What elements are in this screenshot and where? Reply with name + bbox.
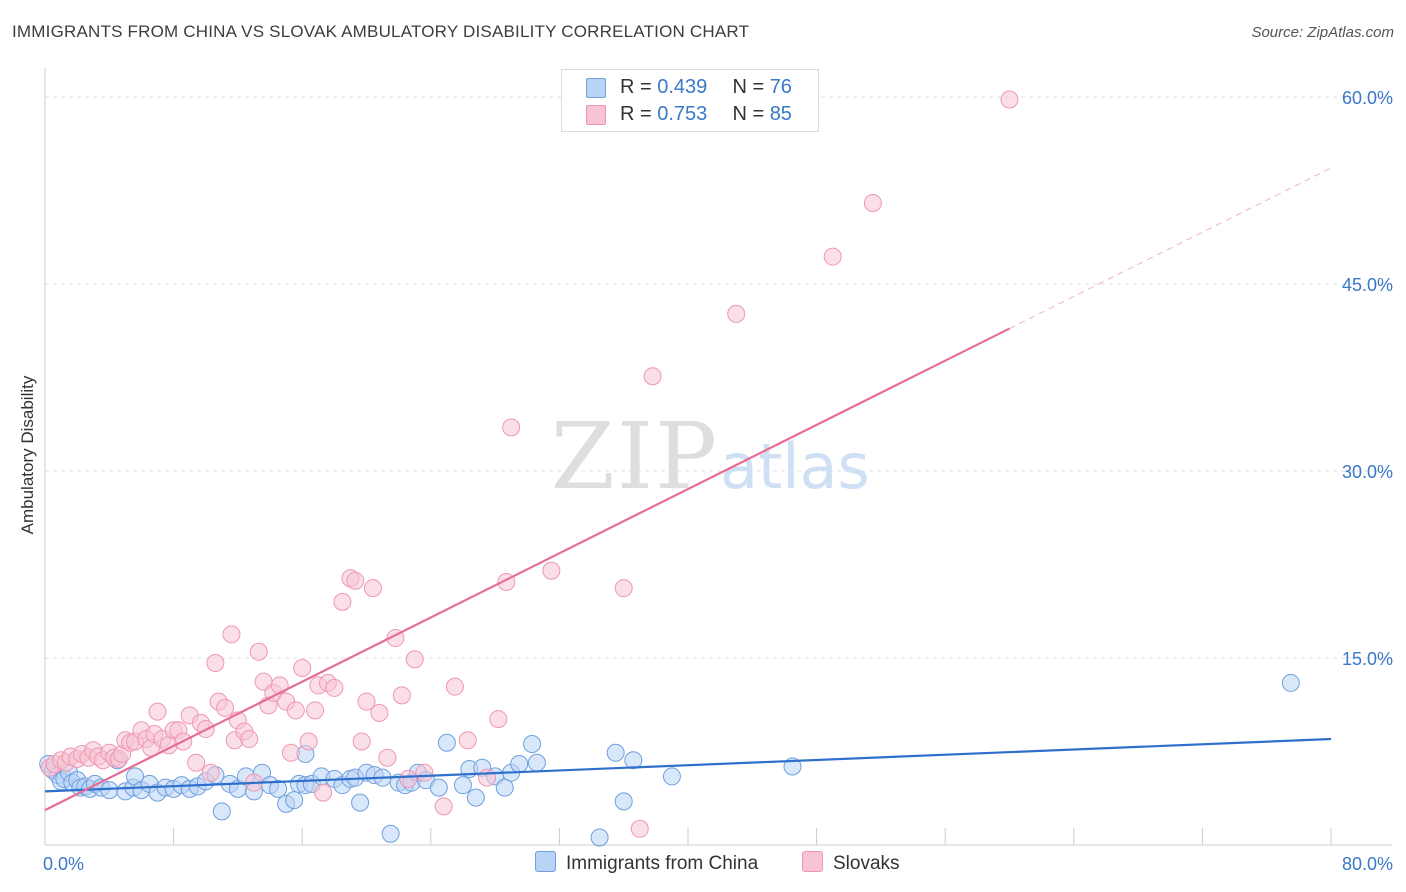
data-point-china [510, 754, 529, 773]
y-tick-label: 30.0% [1342, 462, 1393, 482]
r-value: 0.439 [657, 76, 708, 98]
data-point-china [624, 751, 643, 770]
source-credit: Source: ZipAtlas.com [1251, 24, 1394, 41]
gridlines [45, 96, 1392, 659]
china-legend-swatch [535, 851, 556, 872]
data-point-slovak [727, 304, 746, 323]
tick-labels: 15.0% 30.0% 45.0% 60.0% 0.0% 80.0% [43, 88, 1393, 874]
data-point-china [437, 733, 456, 752]
data-point-china [100, 781, 119, 800]
data-point-slovak [293, 658, 312, 677]
data-point-slovak [201, 763, 220, 782]
x-tick-label-max: 80.0% [1342, 854, 1393, 874]
r-label: R = [620, 76, 652, 98]
legend-item-china: Immigrants from China [535, 851, 758, 875]
data-point-slovak [643, 367, 662, 386]
data-point-slovak [206, 653, 225, 672]
slovak-legend-label: Slovaks [833, 853, 900, 874]
data-point-slovak [352, 732, 371, 751]
data-point-china [1281, 673, 1300, 692]
n-value: 85 [769, 103, 792, 125]
data-point-slovak [314, 783, 333, 802]
axes [44, 68, 1392, 846]
y-axis-label: Ambulatory Disability [18, 375, 37, 535]
data-point-slovak [306, 701, 325, 720]
correlation-legend: R = 0.439 N = 76 R = 0.753 N = 85 [561, 69, 819, 132]
data-point-china [590, 828, 609, 847]
slovak-legend-swatch [802, 851, 823, 872]
watermark-atlas: atlas [720, 430, 870, 503]
data-point-china [662, 767, 681, 786]
n-value: 76 [769, 76, 792, 98]
data-point-slovak [325, 678, 344, 697]
data-point-slovak [502, 418, 521, 437]
data-point-slovak [216, 698, 235, 717]
data-point-slovak [434, 797, 453, 816]
n-label: N = [732, 103, 765, 125]
data-point-slovak [370, 703, 389, 722]
china-swatch [586, 78, 606, 98]
data-point-slovak [378, 748, 397, 767]
data-point-slovak [346, 571, 365, 590]
data-point-china [381, 824, 400, 843]
y-tick-label: 15.0% [1342, 649, 1393, 669]
data-point-slovak [363, 579, 382, 598]
series-slovak-points [40, 90, 1019, 838]
data-point-slovak [148, 702, 167, 721]
y-tick-label: 60.0% [1342, 88, 1393, 108]
data-point-slovak [333, 592, 352, 611]
n-label: N = [732, 76, 765, 98]
data-point-slovak [240, 730, 259, 749]
trend-line-slovak-extension [1009, 167, 1332, 330]
data-point-china [614, 792, 633, 811]
data-point-slovak [222, 625, 241, 644]
y-tick-label: 45.0% [1342, 275, 1393, 295]
data-point-slovak [478, 768, 497, 787]
data-point-slovak [286, 701, 305, 720]
data-point-china [269, 779, 288, 798]
data-point-china [466, 788, 485, 807]
data-point-slovak [249, 642, 268, 661]
data-point-slovak [357, 692, 376, 711]
data-point-slovak [405, 650, 424, 669]
watermark-zip: ZIP [551, 403, 719, 510]
data-point-china [453, 776, 472, 795]
data-point-slovak [415, 763, 434, 782]
data-point-slovak [614, 579, 633, 598]
data-point-china [606, 743, 625, 762]
data-point-china [351, 793, 370, 812]
data-point-slovak [299, 732, 318, 751]
data-point-china [523, 735, 542, 754]
data-point-slovak [392, 686, 411, 705]
data-point-slovak [630, 819, 649, 838]
data-point-slovak [542, 561, 561, 580]
watermark: ZIP atlas [551, 403, 870, 510]
data-point-china [285, 791, 304, 810]
trend-line-china [44, 737, 1332, 793]
data-point-slovak [270, 676, 289, 695]
data-point-slovak [399, 769, 418, 788]
data-point-slovak [445, 677, 464, 696]
data-point-china [527, 753, 546, 772]
trend-line-slovak [44, 327, 1010, 812]
trend-lines [44, 167, 1332, 812]
data-point-china [429, 778, 448, 797]
data-point-slovak [281, 743, 300, 762]
data-point-china [212, 802, 231, 821]
r-value: 0.753 [657, 103, 708, 125]
r-label: R = [620, 103, 652, 125]
data-point-slovak [823, 247, 842, 266]
chart-title: IMMIGRANTS FROM CHINA VS SLOVAK AMBULATO… [12, 22, 750, 41]
data-point-china [495, 778, 514, 797]
legend-item-slovak: Slovaks [802, 851, 900, 875]
data-point-slovak [489, 710, 508, 729]
slovak-swatch [586, 105, 606, 125]
data-point-slovak [458, 731, 477, 750]
x-tick-label-min: 0.0% [43, 854, 84, 874]
data-point-slovak [187, 753, 206, 772]
china-legend-label: Immigrants from China [566, 853, 759, 874]
data-point-slovak [1000, 90, 1019, 109]
data-point-slovak [863, 193, 882, 212]
